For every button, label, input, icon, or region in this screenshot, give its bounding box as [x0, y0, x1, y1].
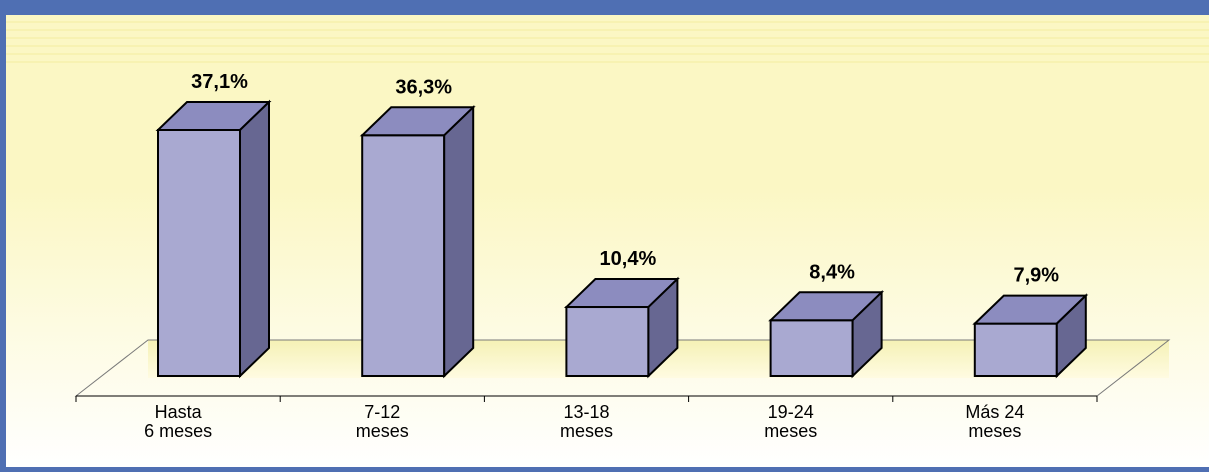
- category-label-1-line-2: 6 meses: [144, 421, 212, 441]
- bar-1: [155, 99, 272, 379]
- data-labels: 37,1% 36,3% 10,4% 8,4% 7,9%: [191, 71, 1059, 287]
- category-label-2-line-2: meses: [356, 421, 409, 441]
- category-label-3-line-2: meses: [560, 421, 613, 441]
- category-label-4-line-2: meses: [764, 421, 817, 441]
- data-label-5: 7,9%: [1014, 265, 1060, 287]
- x-axis: [75, 395, 1098, 402]
- category-label-5-line-1: Más 24: [965, 402, 1024, 422]
- data-label-1: 37,1%: [191, 71, 248, 93]
- bar-series: [155, 99, 1089, 379]
- bar-4: [768, 289, 885, 379]
- bar-front-face: [769, 319, 854, 377]
- bar-front-face: [973, 322, 1058, 377]
- bar-front-face: [157, 129, 241, 377]
- category-label-5-line-2: meses: [968, 421, 1021, 441]
- bar-3: [563, 276, 680, 379]
- data-label-3: 10,4%: [600, 248, 657, 270]
- category-label-2-line-1: 7-12: [364, 402, 400, 422]
- bar-side-face: [239, 99, 270, 379]
- data-label-2: 36,3%: [395, 76, 452, 98]
- background-stripes: [6, 21, 1209, 63]
- bar-front-face: [565, 306, 650, 378]
- category-label-4-line-1: 19-24: [768, 402, 814, 422]
- category-label-1-line-1: Hasta: [155, 402, 203, 422]
- bar-2: [359, 104, 476, 379]
- bar-side-face: [1055, 293, 1087, 379]
- data-label-4: 8,4%: [809, 261, 855, 283]
- category-label-3-line-1: 13-18: [563, 402, 609, 422]
- bar-side-face: [851, 289, 883, 379]
- bar-side-face: [443, 104, 475, 379]
- bar-5: [972, 293, 1089, 379]
- bar-side-face: [647, 276, 679, 379]
- bar-front-face: [361, 134, 446, 377]
